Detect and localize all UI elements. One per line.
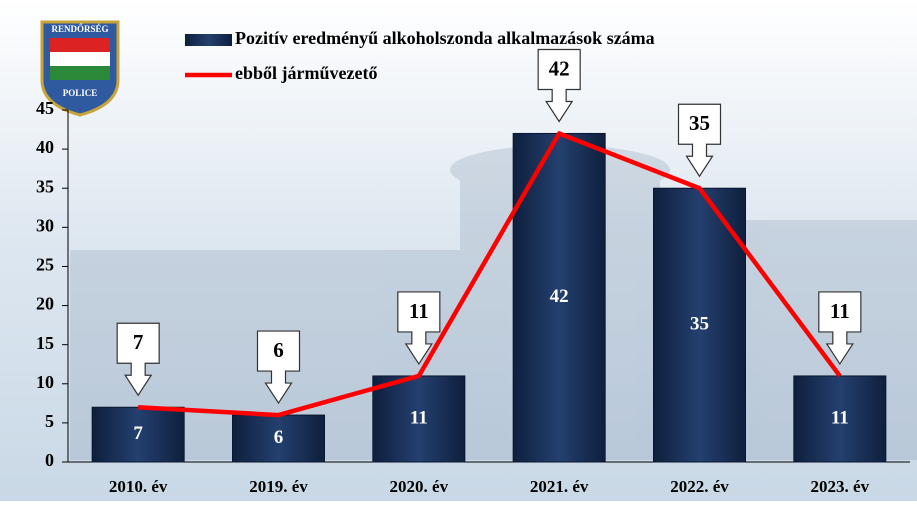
bar	[653, 187, 746, 463]
legend-swatch	[185, 34, 232, 46]
callout	[537, 48, 581, 123]
x-tick-label: 2010. év	[109, 477, 168, 496]
bar-label: 6	[274, 427, 284, 448]
y-tick-label: 25	[36, 255, 54, 275]
y-tick-label: 30	[36, 215, 54, 235]
callout	[256, 330, 301, 405]
bar	[372, 375, 466, 463]
logo-top: RENDŐRSÉG	[51, 24, 108, 34]
y-tick-label: 15	[36, 333, 54, 353]
bar	[793, 375, 887, 463]
line-label: 35	[689, 111, 710, 135]
line-label: 42	[549, 56, 570, 80]
bar-label: 11	[831, 407, 849, 428]
line-label: 6	[273, 338, 284, 362]
callout	[818, 291, 862, 366]
x-tick-label: 2023. év	[811, 477, 870, 496]
logo: RENDŐRSÉG POLICE	[40, 20, 120, 117]
legend-label: ebből járművezető	[235, 63, 377, 83]
y-tick-label: 20	[36, 294, 54, 314]
y-tick-label: 45	[36, 98, 54, 118]
y-tick-label: 10	[36, 372, 54, 392]
legend-label: Pozitív eredményű alkoholszonda alkalmaz…	[235, 28, 655, 48]
bar	[91, 406, 185, 463]
logo-bottom: POLICE	[63, 88, 98, 98]
callout	[397, 291, 441, 366]
bar-label: 35	[690, 313, 709, 334]
bar-label: 7	[133, 423, 143, 444]
callout	[116, 322, 160, 397]
y-tick-label: 0	[45, 450, 54, 470]
y-tick-label: 40	[36, 137, 54, 157]
y-tick-label: 35	[36, 176, 54, 196]
line-label: 11	[830, 299, 850, 323]
bar	[232, 414, 325, 463]
y-tick-label: 5	[45, 411, 54, 431]
x-tick-label: 2019. év	[249, 477, 308, 496]
bar-label: 42	[550, 286, 569, 307]
callout	[677, 103, 722, 178]
line-label: 11	[409, 299, 429, 323]
x-tick-label: 2020. év	[390, 477, 449, 496]
line-label: 7	[133, 330, 144, 354]
x-tick-label: 2021. év	[530, 477, 589, 496]
x-tick-label: 2022. év	[670, 477, 729, 496]
bar-label: 11	[410, 407, 428, 428]
line	[138, 131, 842, 418]
